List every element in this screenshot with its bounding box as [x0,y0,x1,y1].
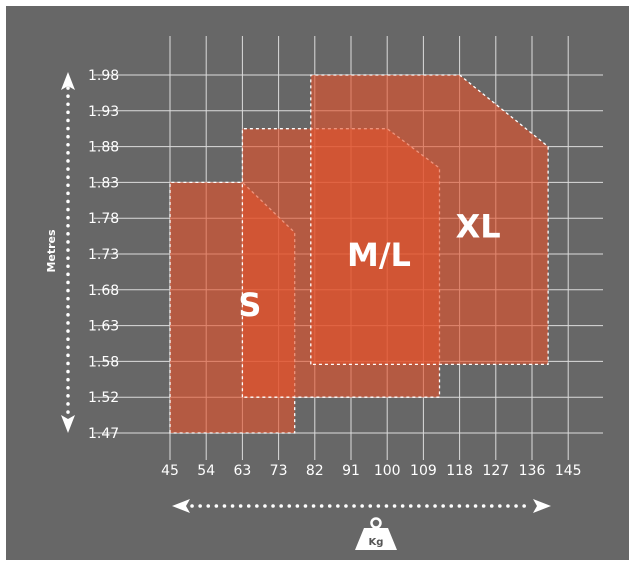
chart-frame: S M/L XL 45 54 63 73 82 91 100 109 118 127 136 145 1.… [6,6,629,560]
x-tick-label: 82 [306,463,324,479]
weight-icon: Kg [355,517,397,550]
x-tick-label: 100 [374,463,401,479]
x-tick-label: 118 [446,463,473,479]
y-axis-arrow-up [61,72,75,90]
y-tick-label: 1.58 [88,354,119,370]
size-label-s: S [238,286,261,324]
x-tick-label: 127 [482,463,509,479]
x-tick-label: 145 [555,463,582,479]
y-tick-label: 1.52 [88,390,119,406]
x-tick-labels: 45 54 63 73 82 91 100 109 118 127 136 145 [161,463,581,479]
axis-decorations: Metres Kg [45,72,551,550]
y-tick-label: 1.68 [88,283,119,299]
x-tick-label: 63 [233,463,251,479]
y-tick-label: 1.63 [88,319,119,335]
x-tick-label: 54 [197,463,215,479]
x-axis-title: Kg [369,537,384,548]
size-regions: S M/L XL [169,74,549,434]
y-tick-labels: 1.47 1.52 1.58 1.63 1.68 1.73 1.78 1.83 1.88 1.93… [88,68,119,442]
y-tick-label: 1.98 [88,68,119,84]
size-region-xl [310,74,549,366]
size-chart: S M/L XL 45 54 63 73 82 91 100 109 118 127 136 145 1.… [45,36,603,550]
x-tick-label: 136 [519,463,546,479]
y-tick-label: 1.93 [88,104,119,120]
y-tick-label: 1.88 [88,140,119,156]
x-tick-label: 45 [161,463,179,479]
size-label-m-l: M/L [347,236,411,274]
x-tick-label: 73 [270,463,288,479]
y-tick-label: 1.73 [88,247,119,263]
x-axis-arrow-left [172,499,190,513]
size-label-xl: XL [456,207,501,245]
x-tick-label: 91 [342,463,360,479]
x-tick-label: 109 [410,463,437,479]
x-axis-arrow-right [533,499,551,513]
y-tick-label: 1.47 [88,426,119,442]
y-tick-label: 1.78 [88,211,119,227]
y-axis-title: Metres [45,229,58,273]
y-tick-label: 1.83 [88,175,119,191]
y-axis-arrow-down [61,415,75,433]
